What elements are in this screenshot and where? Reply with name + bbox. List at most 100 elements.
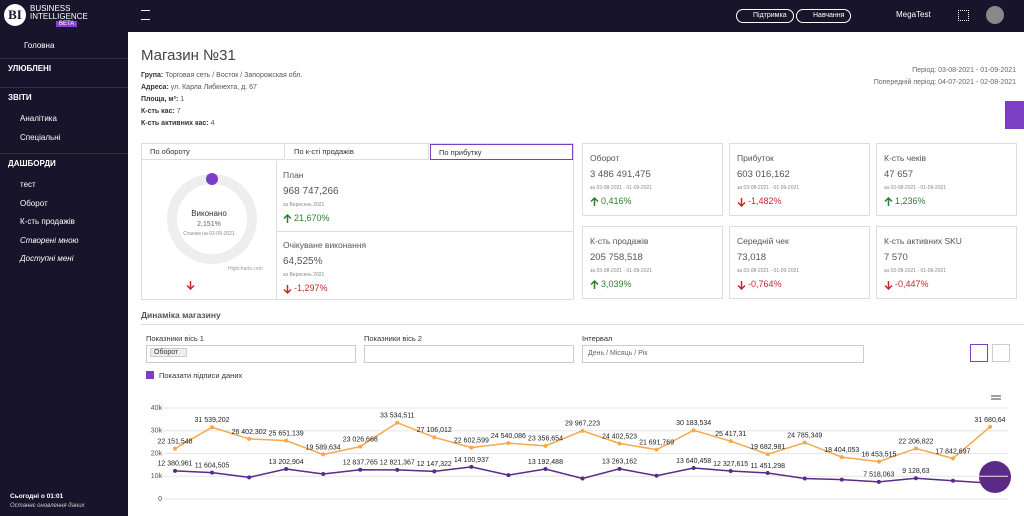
nav-item[interactable]: Оборот [20, 198, 48, 208]
gauge-value: 2,151% [197, 221, 221, 228]
data-point [284, 438, 289, 443]
data-label: 16 453,515 [861, 451, 896, 458]
data-label: 21 691,769 [639, 439, 674, 446]
axis2-select[interactable] [364, 345, 574, 363]
chart-credit: Highcharts.com [228, 266, 263, 272]
block-change: -1,297% [283, 283, 328, 294]
logo[interactable]: BI [4, 4, 26, 26]
kpi-value: 47 657 [884, 169, 914, 180]
data-point [654, 473, 659, 478]
bar-view[interactable] [992, 344, 1010, 362]
data-point [913, 476, 918, 481]
plan-tab[interactable]: По прибутку [430, 144, 573, 160]
plan-tab[interactable]: По к-сті продажів [286, 144, 429, 160]
kpi-period: за 03-08-2021 - 01-09-2021 [737, 185, 800, 191]
sidebar: BI BUSINESS INTELLIGENCE BETA Головна УЛ… [0, 0, 128, 516]
data-label: 7 518,063 [863, 472, 894, 479]
data-point [950, 456, 955, 461]
nav-item[interactable]: К-сть продажів [20, 217, 75, 226]
kpi-card: Середній чек 73,018 за 03-08-2021 - 01-09-… [729, 226, 870, 299]
data-point [469, 464, 474, 469]
data-label: 25 417,31 [715, 431, 746, 438]
data-point [358, 444, 363, 449]
data-label: 18 404,053 [824, 447, 859, 454]
data-point [506, 473, 511, 478]
side-tools[interactable] [1005, 101, 1024, 129]
data-label: 13 192,488 [528, 459, 563, 466]
home-link[interactable]: Головна [24, 41, 55, 50]
plan-tab[interactable]: По обороту [142, 144, 285, 160]
block-note: за Вересень 2021 [283, 272, 325, 278]
menu-toggle[interactable] [141, 10, 150, 20]
data-point [543, 466, 548, 471]
data-point [988, 481, 992, 486]
checkbox[interactable] [146, 371, 154, 379]
axis1-tag[interactable]: Оборот [150, 348, 188, 357]
data-label: 24 785,349 [787, 432, 822, 439]
nav-item[interactable]: Аналітика [20, 114, 57, 123]
kpi-card: К-сть продажів 205 758,518 за 03-08-2021 -… [582, 226, 723, 299]
apps-icon[interactable] [958, 10, 969, 21]
axis1-label: Показники вісь 1 [146, 334, 204, 343]
data-point [765, 452, 770, 457]
nav-item[interactable]: Створені мною [20, 235, 79, 245]
menu-icon [991, 395, 1001, 400]
kpi-value: 3 486 491,475 [590, 169, 651, 180]
user-menu[interactable]: MegaTest [896, 10, 931, 19]
data-point [469, 445, 474, 450]
change-value: 0,416% [601, 196, 632, 206]
topbar: Підтримка Навчання MegaTest [128, 0, 1024, 32]
axis1-select[interactable]: Оборот [146, 345, 356, 363]
block-value: 968 747,266 [283, 186, 339, 197]
brand: BUSINESS INTELLIGENCE [30, 4, 88, 21]
data-label: 13 640,458 [676, 458, 711, 465]
y-tick-label: 20k [151, 450, 163, 457]
data-point [802, 440, 807, 445]
avatar[interactable] [986, 6, 1004, 24]
data-point [988, 424, 992, 429]
change-value: 3,039% [601, 279, 632, 289]
learning-button[interactable]: Навчання [796, 9, 852, 23]
data-label: 30 183,534 [676, 420, 711, 427]
nav-item[interactable]: тест [20, 180, 36, 189]
kpi-change: -0,447% [884, 279, 929, 290]
block-change: 21,670% [283, 213, 330, 224]
trend-arrow [737, 197, 746, 207]
nav-section: УЛЮБЛЕНІ [8, 64, 52, 73]
chat-button[interactable] [979, 461, 1011, 493]
interval-select[interactable]: День / Місяць / Рік [582, 345, 864, 363]
trend-arrow [590, 196, 599, 206]
field-label: Група: [141, 72, 164, 79]
change-value: -0,447% [895, 279, 929, 289]
support-button[interactable]: Підтримка [736, 9, 794, 23]
kpi-change: -1,482% [737, 196, 782, 207]
plan-panel: По обороту По к-сті продажів По прибутку В… [141, 143, 574, 300]
gauge [167, 173, 257, 264]
store-field: К-сть кас: 7 [141, 108, 181, 115]
kpi-change: -0,764% [737, 279, 782, 290]
kpi-card: К-сть активних SKU 7 570 за 03-08-2021 - 0… [876, 226, 1017, 299]
line-view[interactable] [970, 344, 988, 362]
show-labels[interactable]: Показати підписи даних [159, 371, 243, 380]
y-tick-label: 0 [158, 496, 162, 503]
data-label: 13 202,904 [269, 459, 304, 466]
data-point [839, 477, 844, 482]
data-point [321, 471, 326, 476]
data-label: 12 327,615 [713, 461, 748, 468]
data-label: 23 026,668 [343, 436, 378, 443]
y-tick-label: 10k [151, 473, 163, 480]
nav-item[interactable]: Спеціальні [20, 132, 61, 142]
data-label: 24 540,086 [491, 433, 526, 440]
data-point [802, 476, 807, 481]
data-label: 13 263,162 [602, 459, 637, 466]
interval-label: Інтервал [582, 334, 613, 343]
block-title: План [283, 170, 304, 180]
store-field: Адреса: ул. Карла Либкнехта, д. 67 [141, 84, 257, 91]
change-value: -1,297% [294, 283, 328, 293]
data-label: 19 682,981 [750, 444, 785, 451]
data-label: 12 380,961 [157, 461, 192, 468]
data-point [839, 455, 844, 460]
nav-item[interactable]: Доступні мені [20, 254, 74, 263]
store-title: Магазин №31 [141, 47, 236, 64]
